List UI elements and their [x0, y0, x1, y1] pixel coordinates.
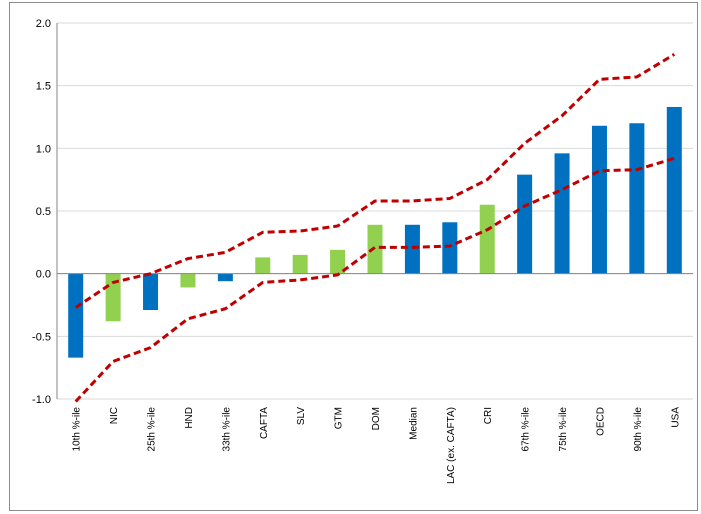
bar-gtm: [330, 249, 346, 274]
y-tick-label: 1.5: [36, 81, 51, 93]
bar-chart: 2.0 1.5 1.0 0.5 0.0 -0.5 -1.0 10th %-ile NIC 25t…: [32, 18, 693, 484]
chart-area: 2.0 1.5 1.0 0.5 0.0 -0.5 -1.0 10th %-ile NIC 25t…: [9, 2, 698, 511]
x-category-label: CAFTA: [259, 407, 270, 439]
x-category-label: HND: [184, 407, 195, 429]
y-tick-label: 1.0: [36, 143, 51, 155]
x-category-label: SLV: [296, 407, 307, 425]
y-tick-label: -1.0: [32, 394, 51, 406]
bar-dom: [367, 224, 383, 274]
bar-25th-ile: [143, 273, 159, 311]
bar-cafta: [255, 257, 271, 274]
bar-cri: [479, 204, 495, 274]
x-category-label: 75th %-ile: [558, 407, 569, 452]
y-axis-tick-labels: 2.0 1.5 1.0 0.5 0.0 -0.5 -1.0: [32, 18, 51, 406]
bar-67th-ile: [517, 174, 533, 274]
bar-hnd: [180, 273, 196, 288]
lower-band-line: [74, 156, 675, 403]
x-category-label: 33th %-ile: [221, 407, 232, 452]
bar-median: [404, 224, 420, 274]
x-category-label: LAC (ex. CAFTA): [446, 407, 457, 484]
x-category-label: 67th %-ile: [521, 407, 532, 452]
x-category-label: 25th %-ile: [147, 407, 158, 452]
bar-90th-ile: [629, 123, 645, 274]
bar-lac-ex-cafta: [442, 222, 458, 274]
bar-slv: [292, 254, 308, 274]
x-category-label: 10th %-ile: [72, 407, 83, 452]
x-category-label: GTM: [334, 407, 345, 429]
bar-usa: [666, 106, 682, 274]
x-category-label: Median: [408, 407, 419, 440]
x-category-label: USA: [670, 407, 681, 428]
bar-75th-ile: [554, 153, 570, 274]
upper-band-line: [74, 53, 676, 309]
x-category-label: 90th %-ile: [633, 407, 644, 452]
bar-33th-ile: [217, 273, 233, 282]
bar-nic: [105, 273, 121, 322]
y-tick-label: 0.5: [36, 206, 51, 218]
x-category-label: CRI: [483, 407, 494, 424]
confidence-band-lines: [74, 53, 676, 403]
bar-oecd: [591, 125, 607, 274]
bar-10th-ile: [68, 273, 84, 358]
y-tick-label: -0.5: [32, 331, 51, 343]
x-category-label: DOM: [371, 407, 382, 430]
y-tick-label: 0.0: [36, 269, 51, 281]
y-tick-label: 2.0: [36, 18, 51, 30]
x-category-label: NIC: [109, 407, 120, 424]
x-axis-category-labels: 10th %-ile NIC 25th %-ile HND 33th %-ile CAFT…: [72, 407, 682, 484]
bars: [68, 106, 682, 358]
x-category-label: OECD: [595, 407, 606, 436]
